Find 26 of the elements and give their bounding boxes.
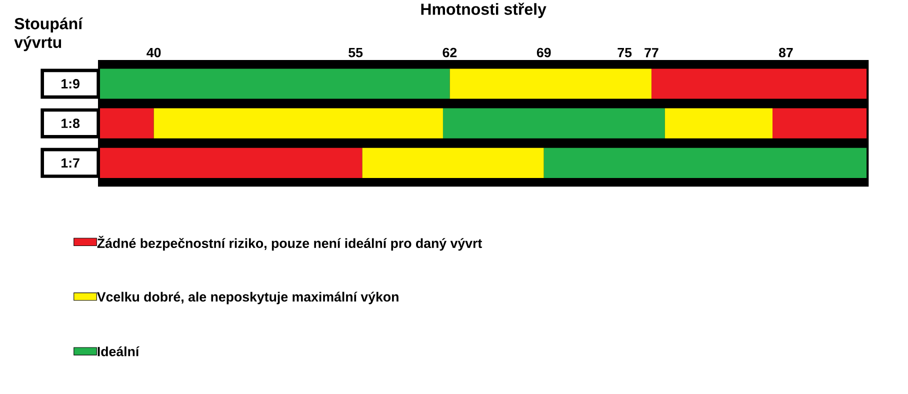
bar xyxy=(450,68,652,99)
bar xyxy=(651,68,867,99)
x-tick-label: 55 xyxy=(348,48,363,58)
x-tick-label: 62 xyxy=(442,48,457,58)
x-tick-label: 87 xyxy=(778,48,793,58)
bar xyxy=(442,108,665,138)
bar xyxy=(100,68,450,99)
legend-label: Ideální xyxy=(98,346,140,356)
x-tick-label: 77 xyxy=(644,48,658,58)
bar xyxy=(100,108,154,138)
legend-label: Žádné bezpečnostní riziko, pouze není ideální pro daný vývrt xyxy=(97,236,482,251)
y-tick-label: 1:7 xyxy=(62,158,80,168)
x-tick-label: 40 xyxy=(146,48,161,58)
x-tick-label: 75 xyxy=(618,48,632,58)
y-axis-title: Stoupání vývrtu xyxy=(14,17,83,52)
bar xyxy=(544,148,867,178)
y-tick-label: 1:9 xyxy=(62,79,80,88)
legend-label: Vcelku dobré, ale neposkytuje maximální výkon xyxy=(96,292,398,304)
bar xyxy=(154,108,443,138)
bar xyxy=(664,108,773,138)
y-tick-label: 1:8 xyxy=(62,118,80,128)
x-tick-label: 69 xyxy=(536,48,551,58)
bar xyxy=(362,148,544,178)
bar xyxy=(100,148,362,178)
x-axis-title: Hmotnosti střely xyxy=(421,2,546,18)
bar xyxy=(772,108,867,138)
